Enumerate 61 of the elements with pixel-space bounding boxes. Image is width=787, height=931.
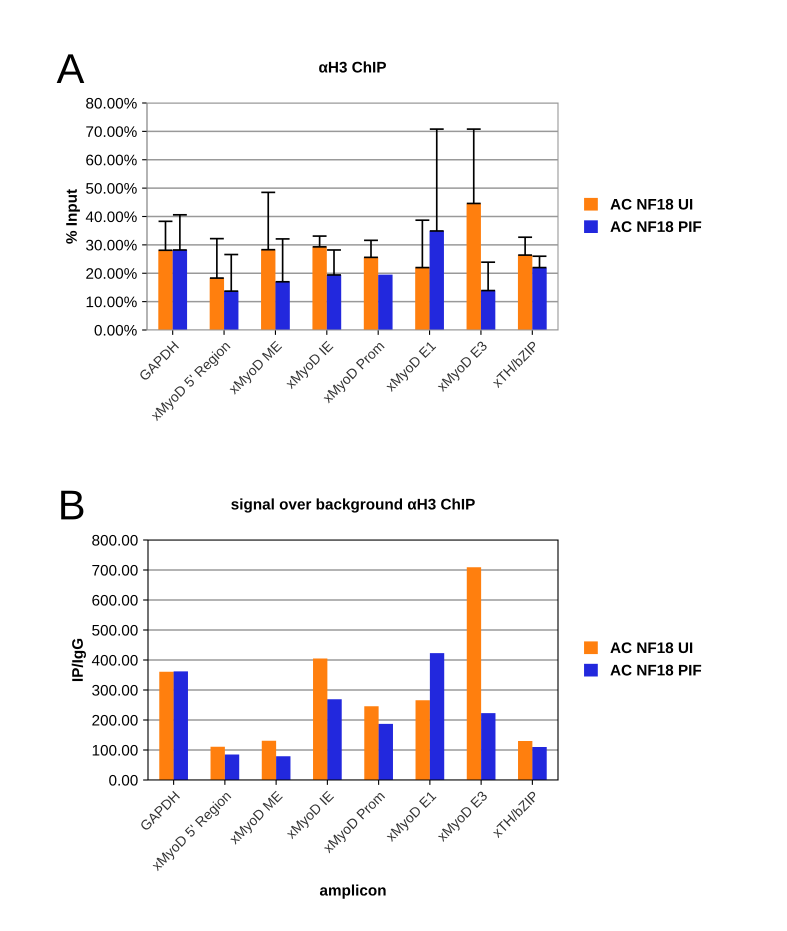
bar <box>364 706 379 780</box>
chart-title: αH3 ChIP <box>319 61 386 73</box>
bar <box>261 250 276 330</box>
y-tick-label: 70.00% <box>86 126 137 138</box>
bar <box>466 203 481 330</box>
bar <box>262 740 276 780</box>
legend-label: AC NF18 PIF <box>610 664 702 676</box>
bar <box>532 268 547 330</box>
y-tick-label: 30.00% <box>86 240 137 251</box>
y-tick-label: 200.00 <box>92 714 138 726</box>
bar <box>275 282 290 330</box>
bar <box>224 754 240 780</box>
bar <box>210 278 224 330</box>
bar <box>415 268 430 330</box>
text: B <box>61 490 84 520</box>
legend-label: AC NF18 PIF <box>610 221 702 232</box>
bar <box>480 290 496 330</box>
bar <box>518 741 532 780</box>
y-tick-label: 300.00 <box>92 684 138 696</box>
y-tick-label: 80.00% <box>86 98 137 109</box>
bar <box>378 274 393 330</box>
bar <box>313 658 328 780</box>
y-tick-label: 20.00% <box>86 268 137 279</box>
y-axis-title: % Input <box>66 189 80 244</box>
bar <box>312 246 327 330</box>
bar <box>416 700 430 780</box>
bar <box>224 291 238 330</box>
bar <box>430 230 444 330</box>
bar <box>276 756 290 780</box>
y-axis-title: IP/IgG <box>72 638 86 682</box>
bar <box>174 671 188 780</box>
y-tick-label: 50.00% <box>86 182 137 194</box>
bar <box>172 250 188 330</box>
bar <box>532 747 547 780</box>
y-tick-label: 0.00% <box>94 324 137 336</box>
bar <box>159 672 174 780</box>
chart-title: signal over background αH3 ChIP <box>231 498 475 513</box>
bar <box>327 699 342 780</box>
x-axis-title: amplicon <box>320 884 386 899</box>
y-tick-label: 400.00 <box>92 654 138 666</box>
bar <box>378 724 393 780</box>
y-tick-label: 60.00% <box>86 154 137 166</box>
bar <box>481 713 496 780</box>
y-tick-label: 10.00% <box>86 296 137 308</box>
y-tick-label: 500.00 <box>92 624 138 636</box>
text: A <box>56 54 84 84</box>
y-tick-label: 800.00 <box>92 534 138 546</box>
legend-label: AC NF18 UI <box>610 198 692 210</box>
y-tick-label: 100.00 <box>92 744 138 756</box>
legend-label: AC NF18 UI <box>610 642 692 654</box>
bar <box>430 653 444 780</box>
bar <box>364 257 378 330</box>
y-tick-label: 600.00 <box>92 594 138 606</box>
y-tick-label: 40.00% <box>86 211 137 222</box>
bar <box>466 567 482 780</box>
y-tick-label: 0.00 <box>109 774 138 786</box>
bar <box>518 255 532 330</box>
bar <box>158 250 173 330</box>
y-tick-label: 700.00 <box>92 564 138 576</box>
bar <box>210 746 225 780</box>
bar <box>326 274 342 330</box>
